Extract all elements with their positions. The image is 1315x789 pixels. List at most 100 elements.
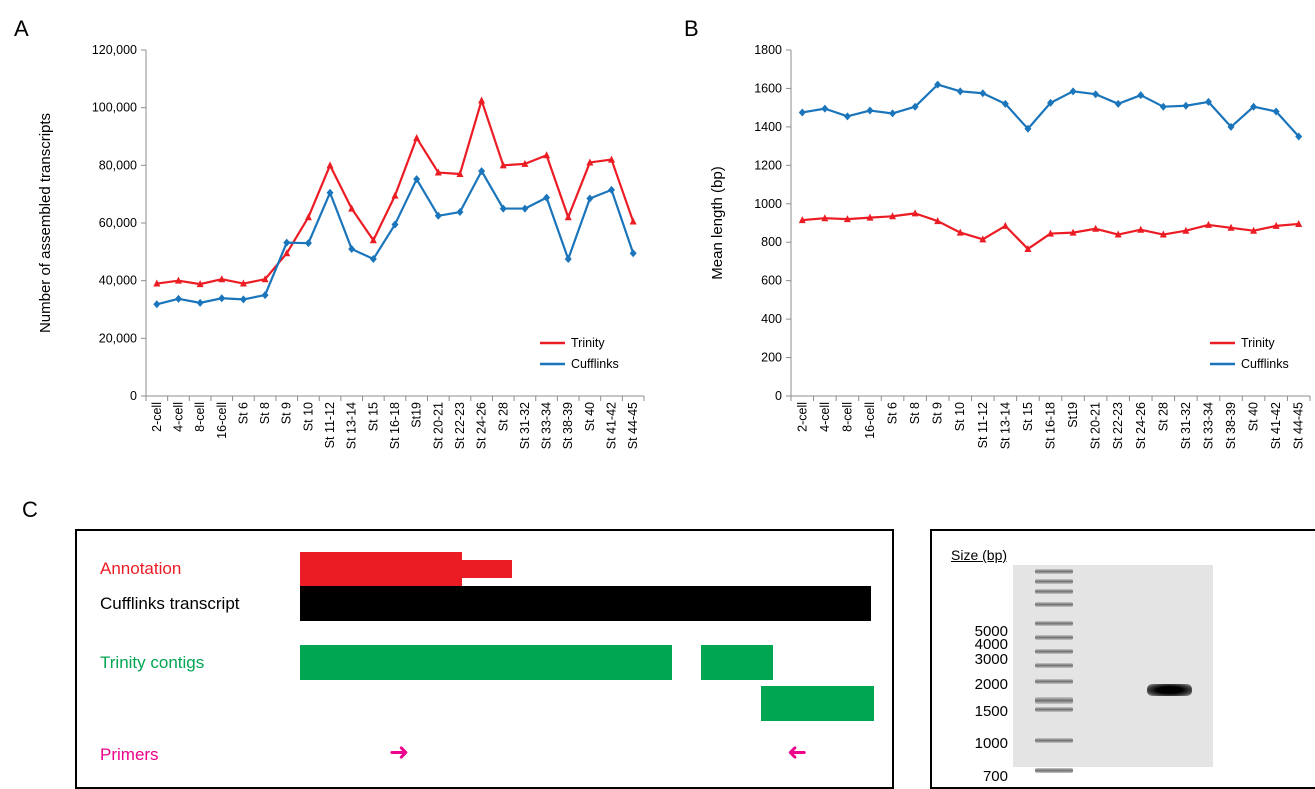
data-point xyxy=(979,235,987,243)
x-tick-label: 16-cell xyxy=(215,402,229,439)
x-tick-label: St 16-18 xyxy=(388,402,402,449)
data-point xyxy=(218,294,226,303)
data-point xyxy=(1182,226,1190,234)
x-tick-label: 4-cell xyxy=(818,402,832,432)
y-tick-label: 0 xyxy=(130,389,137,403)
data-point xyxy=(326,188,334,197)
ladder-band xyxy=(1035,569,1073,574)
y-tick-label: 20,000 xyxy=(99,331,137,345)
series-line xyxy=(802,83,1300,138)
data-point xyxy=(369,236,377,244)
chart-b: 0 200 400 600 800 1000 1200 1400 1600 1800 2-cell 4… xyxy=(709,43,1311,449)
data-point xyxy=(1250,226,1258,234)
y-tick-label: 100,000 xyxy=(92,101,137,115)
data-point xyxy=(1069,87,1077,96)
data-point xyxy=(956,87,964,96)
charts-svg: 0 20,000 40,000 60,000 80,000 100,000 120,000 2… xyxy=(37,43,1311,449)
series-cufflinks xyxy=(798,80,1303,141)
data-point xyxy=(478,96,486,104)
x-tick-label: St 16-18 xyxy=(1044,402,1058,449)
data-point xyxy=(564,213,572,221)
data-point xyxy=(843,215,851,223)
data-point xyxy=(521,159,529,167)
series-line xyxy=(156,170,635,306)
trinity-label: Trinity contigs xyxy=(100,653,205,672)
data-point xyxy=(1137,225,1145,233)
cufflinks-transcript-bar xyxy=(300,586,871,621)
data-point xyxy=(1001,221,1009,229)
primers-label: Primers xyxy=(100,745,159,764)
x-tick-label: St 10 xyxy=(953,402,967,431)
data-point xyxy=(586,158,594,166)
ladder-band xyxy=(1035,697,1073,704)
x-tick-label: St 44-45 xyxy=(626,402,640,449)
data-point xyxy=(174,276,182,284)
x-tick-label: St 15 xyxy=(366,402,380,431)
data-point xyxy=(1182,101,1190,110)
y-axis-title: Number of assembled transcripts xyxy=(37,113,54,333)
legend-label: Trinity xyxy=(571,336,605,350)
data-point xyxy=(304,239,312,248)
ladder-band xyxy=(1035,649,1073,654)
trinity-contig-3 xyxy=(761,686,874,721)
data-point xyxy=(174,294,182,303)
data-point xyxy=(1047,98,1054,107)
x-tick-label: St 33-34 xyxy=(1201,402,1215,449)
x-tick-label: St 11-12 xyxy=(976,402,990,448)
data-point xyxy=(1092,90,1100,99)
ladder-label-2000: 2000 xyxy=(974,676,1008,693)
ladder-label-5000: 5000 xyxy=(974,623,1008,640)
data-point xyxy=(629,249,637,258)
data-point xyxy=(1272,107,1280,116)
trinity-contig-1 xyxy=(300,645,672,680)
data-point xyxy=(153,279,161,287)
x-tick-label: St 33-34 xyxy=(540,402,554,449)
data-point xyxy=(821,104,829,113)
data-point xyxy=(456,208,464,217)
series-cufflinks xyxy=(153,167,637,309)
data-point xyxy=(798,216,806,224)
y-tick-label: 120,000 xyxy=(92,43,137,57)
data-point xyxy=(911,102,919,111)
y-tick-label: 60,000 xyxy=(99,216,137,230)
x-tick-label: St19 xyxy=(410,402,424,428)
data-point xyxy=(1069,228,1077,236)
ladder-label-3000: 3000 xyxy=(974,651,1008,668)
primer-reverse-arrow: ➜ xyxy=(787,738,808,766)
data-point xyxy=(956,228,964,236)
x-tick-label: St 13-14 xyxy=(345,402,359,449)
data-point xyxy=(413,133,421,141)
x-tick-label: 8-cell xyxy=(840,402,854,432)
x-tick-label: 16-cell xyxy=(863,402,877,439)
legend-label: Trinity xyxy=(1241,336,1275,350)
data-point xyxy=(1114,230,1122,238)
x-tick-label: St 28 xyxy=(1156,402,1170,431)
ladder-band xyxy=(1035,738,1073,743)
x-tick-label: St 31-32 xyxy=(518,402,532,449)
x-tick-label: St 6 xyxy=(236,402,250,424)
transcript-diagram: Annotation Cufflinks transcript Trinity … xyxy=(75,529,894,789)
data-point xyxy=(866,213,874,221)
x-tick-label: St 6 xyxy=(886,402,900,424)
series-trinity xyxy=(798,209,1303,252)
x-tick-label: St 28 xyxy=(496,402,510,431)
data-point xyxy=(499,161,507,169)
data-point xyxy=(889,109,897,118)
data-point xyxy=(348,204,356,212)
x-tick-label: St 22-23 xyxy=(453,402,467,449)
ladder-label-1500: 1500 xyxy=(974,703,1008,720)
data-point xyxy=(434,211,442,220)
data-point xyxy=(196,298,204,307)
data-point xyxy=(521,204,529,213)
primer-forward-arrow: ➜ xyxy=(389,738,410,766)
data-point xyxy=(1204,97,1212,106)
y-tick-label: 1000 xyxy=(754,197,782,211)
y-tick-label: 1600 xyxy=(754,81,782,95)
x-tick-label: St 20-21 xyxy=(1089,402,1103,449)
x-tick-label: St 41-42 xyxy=(1269,402,1283,449)
gel-size-title: Size (bp) xyxy=(951,547,1008,563)
data-point xyxy=(218,275,226,283)
ladder-band xyxy=(1035,579,1073,584)
data-point xyxy=(348,244,356,253)
data-point xyxy=(911,209,919,217)
